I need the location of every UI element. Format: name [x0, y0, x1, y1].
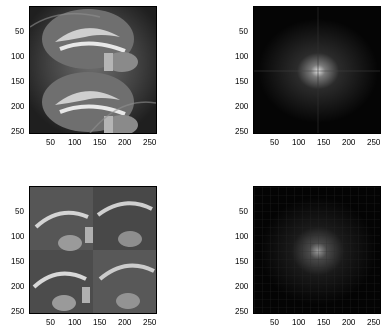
y-tick-250: 250	[235, 307, 249, 316]
y-tick-50: 50	[15, 207, 24, 216]
x-tick-150: 150	[93, 318, 107, 327]
x-tick-200: 200	[118, 138, 132, 147]
y-tick-200: 200	[11, 282, 25, 291]
y-tick-50: 50	[15, 27, 24, 36]
x-tick-100: 100	[292, 318, 306, 327]
x-tick-200: 200	[118, 318, 132, 327]
y-tick-250: 250	[235, 127, 249, 136]
x-tick-200: 200	[342, 318, 356, 327]
x-tick-100: 100	[68, 318, 82, 327]
x-tick-100: 100	[292, 138, 306, 147]
x-tick-150: 150	[317, 318, 331, 327]
y-tick-250: 250	[11, 307, 25, 316]
x-tick-250: 250	[143, 318, 157, 327]
y-tick-50: 50	[239, 27, 248, 36]
x-tick-150: 150	[317, 138, 331, 147]
x-tick-50: 50	[46, 138, 55, 147]
mri-image-bottom-left	[29, 186, 157, 314]
x-tick-50: 50	[270, 318, 279, 327]
mri-image-top-left	[29, 6, 157, 134]
x-tick-250: 250	[143, 138, 157, 147]
spectrum-image-bottom-right	[253, 186, 381, 314]
y-tick-100: 100	[235, 232, 249, 241]
x-tick-200: 200	[342, 138, 356, 147]
y-tick-200: 200	[235, 102, 249, 111]
x-tick-250: 250	[367, 138, 381, 147]
x-tick-50: 50	[270, 138, 279, 147]
y-tick-200: 200	[11, 102, 25, 111]
x-tick-250: 250	[367, 318, 381, 327]
spectrum-image-top-right	[253, 6, 381, 134]
y-tick-100: 100	[11, 232, 25, 241]
y-tick-250: 250	[11, 127, 25, 136]
y-tick-150: 150	[235, 77, 249, 86]
y-tick-100: 100	[11, 52, 25, 61]
y-tick-150: 150	[11, 77, 25, 86]
x-tick-100: 100	[68, 138, 82, 147]
x-tick-50: 50	[46, 318, 55, 327]
y-tick-100: 100	[235, 52, 249, 61]
y-tick-150: 150	[11, 257, 25, 266]
y-tick-50: 50	[239, 207, 248, 216]
y-tick-200: 200	[235, 282, 249, 291]
x-tick-150: 150	[93, 138, 107, 147]
y-tick-150: 150	[235, 257, 249, 266]
